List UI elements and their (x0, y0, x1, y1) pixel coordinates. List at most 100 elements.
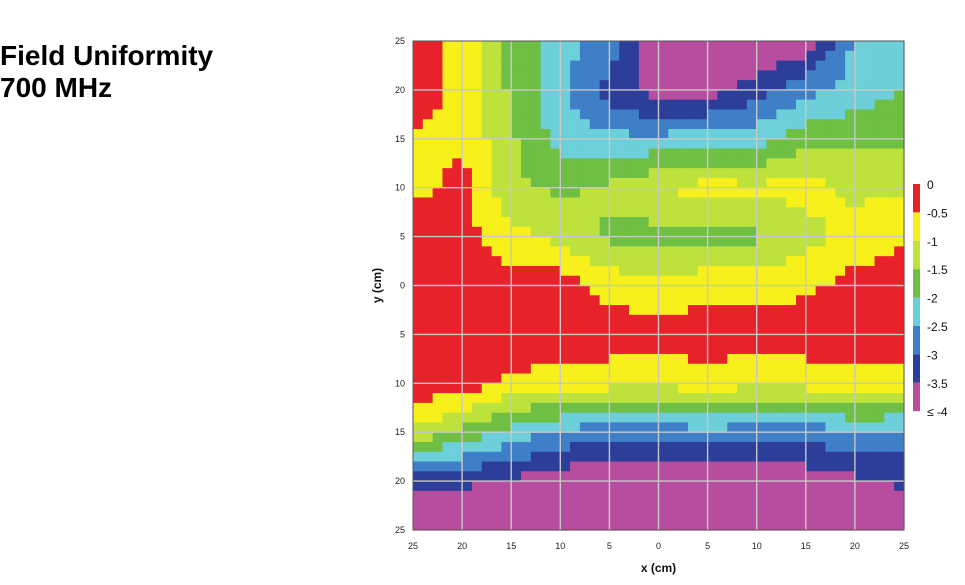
heatmap-cell (530, 383, 542, 394)
heatmap-cell (579, 60, 591, 71)
heatmap-cell (540, 490, 552, 502)
heatmap-cell (658, 510, 669, 521)
heatmap-cell (815, 285, 827, 296)
heatmap-cell (874, 520, 885, 531)
heatmap-cell (776, 334, 787, 345)
heatmap-cell (462, 510, 473, 521)
heatmap-cell (746, 138, 758, 150)
heatmap-cell (756, 119, 768, 130)
heatmap-cell (550, 99, 561, 111)
heatmap-cell (619, 226, 630, 238)
heatmap-cell (638, 451, 650, 463)
heatmap-cell (894, 402, 905, 414)
heatmap-cell (471, 373, 483, 384)
heatmap-cell (589, 295, 601, 306)
heatmap-cell (658, 363, 669, 375)
heatmap-cell (422, 70, 434, 81)
heatmap-cell (432, 236, 444, 247)
heatmap-cell (815, 50, 827, 62)
heatmap-cell (521, 324, 532, 335)
heatmap-cell (845, 265, 856, 277)
heatmap-cell (629, 305, 640, 316)
heatmap-cell (413, 402, 424, 414)
heatmap-cell (825, 148, 836, 159)
heatmap-cell (501, 275, 512, 287)
heatmap-cell (530, 129, 542, 140)
heatmap-cell (599, 353, 610, 365)
heatmap-cell (658, 334, 669, 345)
heatmap-cell (491, 129, 502, 140)
heatmap-cell (589, 60, 601, 71)
heatmap-cell (638, 256, 650, 267)
heatmap-cell (894, 471, 905, 482)
heatmap-cell (501, 158, 512, 169)
heatmap-cell (413, 373, 424, 384)
heatmap-cell (795, 383, 807, 394)
heatmap-cell (717, 363, 728, 375)
heatmap-cell (776, 246, 787, 257)
heatmap-cell (589, 89, 601, 101)
heatmap-cell (491, 109, 502, 120)
heatmap-cell (874, 393, 885, 404)
heatmap-cell (629, 109, 640, 120)
heatmap-cell (717, 187, 728, 199)
heatmap-cell (452, 520, 463, 531)
heatmap-cell (825, 265, 836, 277)
heatmap-cell (697, 275, 709, 287)
heatmap-cell (609, 129, 620, 140)
heatmap-cell (687, 334, 699, 345)
heatmap-cell (521, 207, 532, 218)
heatmap-cell (756, 177, 768, 189)
heatmap-cell (756, 236, 768, 247)
heatmap-cell (658, 236, 669, 247)
heatmap-cell (815, 295, 827, 306)
heatmap-cell (560, 393, 571, 404)
heatmap-cell (471, 490, 483, 502)
heatmap-cell (442, 314, 453, 326)
heatmap-cell (884, 510, 895, 521)
heatmap-cell (452, 138, 463, 150)
heatmap-cell (648, 226, 660, 238)
heatmap-cell (540, 353, 552, 365)
heatmap-cell (511, 50, 522, 62)
heatmap-cell (530, 177, 542, 189)
heatmap-cell (845, 324, 856, 335)
heatmap-cell (678, 510, 689, 521)
heatmap-cell (805, 265, 817, 277)
heatmap-cell (864, 334, 876, 345)
heatmap-cell (521, 265, 532, 277)
heatmap-cell (894, 373, 905, 384)
legend-label: -2 (927, 292, 938, 306)
heatmap-cell (648, 324, 660, 335)
heatmap-cell (658, 109, 669, 120)
heatmap-cell (648, 432, 660, 443)
heatmap-cell (609, 177, 620, 189)
heatmap-cell (570, 490, 581, 502)
heatmap-cell (815, 373, 827, 384)
heatmap-cell (491, 510, 502, 521)
heatmap-cell (629, 158, 640, 169)
heatmap-cell (570, 432, 581, 443)
heatmap-cell (422, 344, 434, 355)
heatmap-cell (717, 70, 728, 81)
heatmap-cell (727, 138, 738, 150)
heatmap-cell (579, 41, 591, 52)
heatmap-cell (471, 500, 483, 512)
heatmap-cell (737, 50, 748, 62)
heatmap-cell (746, 422, 758, 433)
heatmap-cell (599, 158, 610, 169)
heatmap-cell (786, 412, 797, 424)
heatmap-cell (874, 168, 885, 179)
heatmap-cell (845, 353, 856, 365)
heatmap-cell (599, 305, 610, 316)
heatmap-cell (452, 197, 463, 208)
heatmap-cell (795, 129, 807, 140)
heatmap-cell (845, 402, 856, 414)
heatmap-cell (658, 295, 669, 306)
heatmap-cell (776, 432, 787, 443)
heatmap-cell (795, 510, 807, 521)
heatmap-cell (815, 334, 827, 345)
heatmap-cell (786, 353, 797, 365)
heatmap-cell (491, 80, 502, 91)
